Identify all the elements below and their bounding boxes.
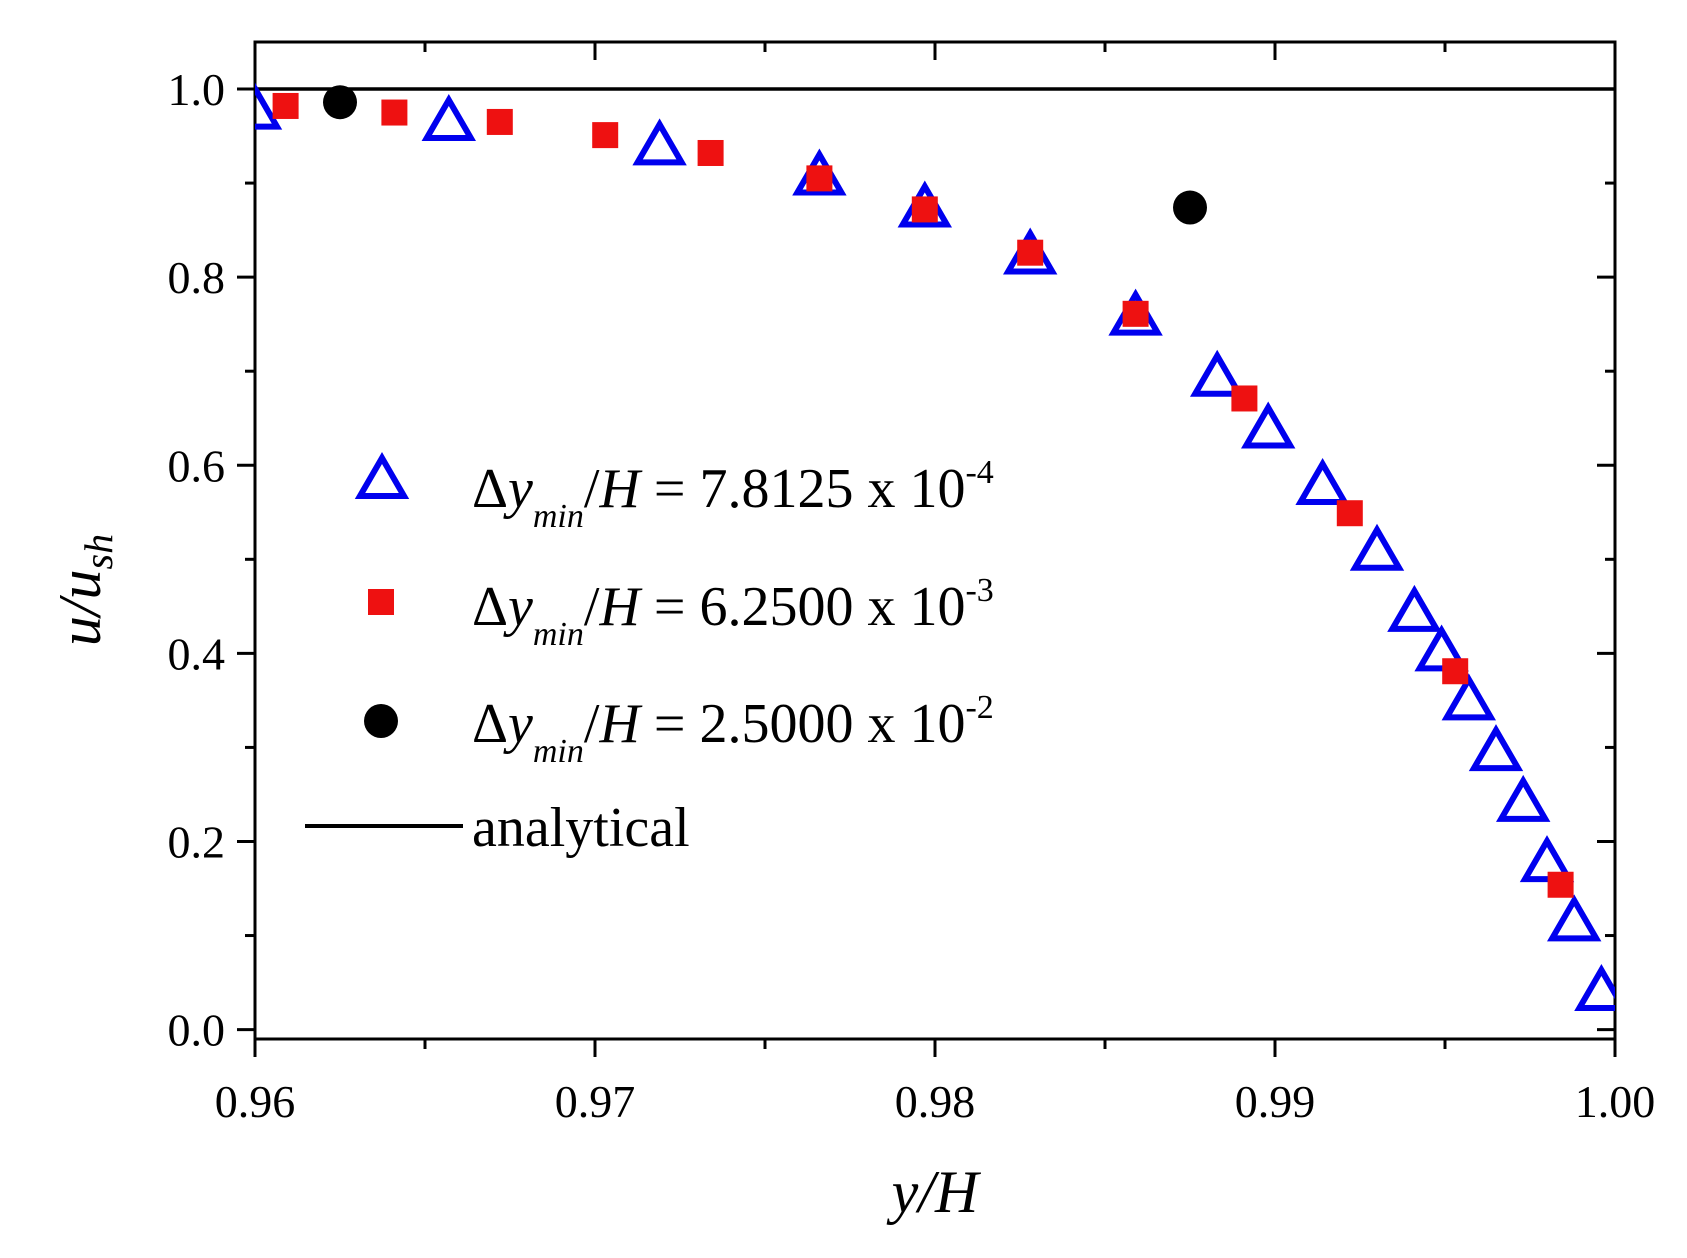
legend-label-series-1: Δymin/H = 7.8125 x 10-4	[472, 454, 994, 535]
legend-1-sub: min	[533, 498, 584, 535]
legend-marker-triangle	[354, 452, 410, 499]
square-point	[486, 108, 513, 135]
legend-3-slash: /	[584, 693, 600, 755]
triangle-point	[1295, 457, 1350, 505]
y-tick-label: 0.4	[168, 628, 226, 679]
square-point	[697, 139, 724, 166]
legend-3-delta: Δ	[472, 693, 508, 755]
triangle-point	[1441, 673, 1497, 721]
y-tick-label: 0.6	[168, 440, 226, 491]
square-point	[911, 196, 938, 223]
triangle-point	[255, 82, 283, 130]
legend-marker-square	[368, 589, 394, 615]
x-tick-label: 0.98	[895, 1076, 976, 1127]
y-tick-label: 0.8	[168, 252, 226, 303]
triangle-point	[1495, 774, 1551, 822]
legend-marker-circle	[364, 704, 398, 738]
square-point	[806, 165, 833, 192]
axis-ticks	[237, 42, 1617, 1057]
circle-point	[323, 85, 357, 120]
x-tick-label: 0.96	[215, 1076, 296, 1127]
legend-label-series-2: Δymin/H = 6.2500 x 10-3	[472, 572, 994, 653]
circle-point	[1173, 190, 1207, 225]
square-point	[1442, 658, 1469, 685]
y-axis-title: u/ush	[47, 534, 121, 646]
plot-frame	[253, 40, 1617, 1041]
legend-1-slash: /	[584, 458, 600, 520]
triangle-point	[1546, 894, 1602, 942]
legend-3-h: H	[598, 693, 642, 755]
square-point	[1547, 871, 1574, 898]
triangle-point	[1414, 624, 1469, 672]
triangle-point	[632, 118, 687, 166]
square-point	[381, 99, 408, 126]
y-tick-label: 0.2	[168, 816, 226, 867]
square-point	[272, 92, 299, 119]
legend-2-exp: -3	[965, 572, 993, 609]
triangle-point	[421, 93, 477, 141]
square-point	[1017, 239, 1044, 266]
x-axis-title: y/H	[886, 1159, 982, 1225]
legend-1-exp: -4	[965, 454, 993, 491]
y-axis-title-sub: sh	[76, 534, 121, 570]
data-markers	[255, 82, 1615, 1011]
triangle-point	[1240, 401, 1296, 449]
legend-1-eq: = 7.8125 x 10	[640, 458, 966, 520]
y-tick-label: 0.0	[168, 1005, 226, 1056]
x-tick-label: 0.99	[1235, 1076, 1316, 1127]
triangle-point	[1519, 835, 1575, 883]
triangle-point	[1468, 724, 1524, 772]
legend-3-sub: min	[533, 733, 584, 770]
legend-1-h: H	[598, 458, 642, 520]
y-axis-title-main: u/u	[47, 569, 113, 646]
legend-2-sub: min	[533, 616, 584, 653]
legend-2-delta: Δ	[472, 576, 508, 638]
legend-2-h: H	[598, 576, 642, 638]
legend-label-series-3: Δymin/H = 2.5000 x 10-2	[472, 689, 994, 770]
legend-2-y: y	[503, 576, 533, 638]
square-point	[1336, 500, 1363, 527]
legend-3-y: y	[503, 693, 533, 755]
legend-1-y: y	[503, 458, 533, 520]
y-tick-label: 1.0	[168, 64, 226, 115]
x-tick-label: 1.00	[1575, 1076, 1656, 1127]
legend-2-slash: /	[584, 576, 600, 638]
triangle-point	[1387, 584, 1442, 632]
legend-2-eq: = 6.2500 x 10	[640, 576, 966, 638]
legend-3-exp: -2	[965, 689, 993, 726]
square-point	[1122, 300, 1149, 327]
x-tick-label: 0.97	[555, 1076, 636, 1127]
square-point	[592, 122, 619, 149]
triangle-point	[1189, 349, 1245, 397]
legend-3-eq: = 2.5000 x 10	[640, 693, 966, 755]
legend-1-delta: Δ	[472, 458, 508, 520]
square-point	[1231, 385, 1258, 412]
tick-labels: 0.96 0.97 0.98 0.99 1.00 0.0 0.2 0.4 0.6 0.8 1.0	[168, 64, 1656, 1127]
legend: Δymin/H = 7.8125 x 10-4 Δymin/H = 6.2500…	[305, 452, 994, 859]
triangle-point	[1349, 523, 1405, 571]
legend-label-analytical: analytical	[472, 797, 690, 859]
triangle-point	[1574, 963, 1615, 1011]
